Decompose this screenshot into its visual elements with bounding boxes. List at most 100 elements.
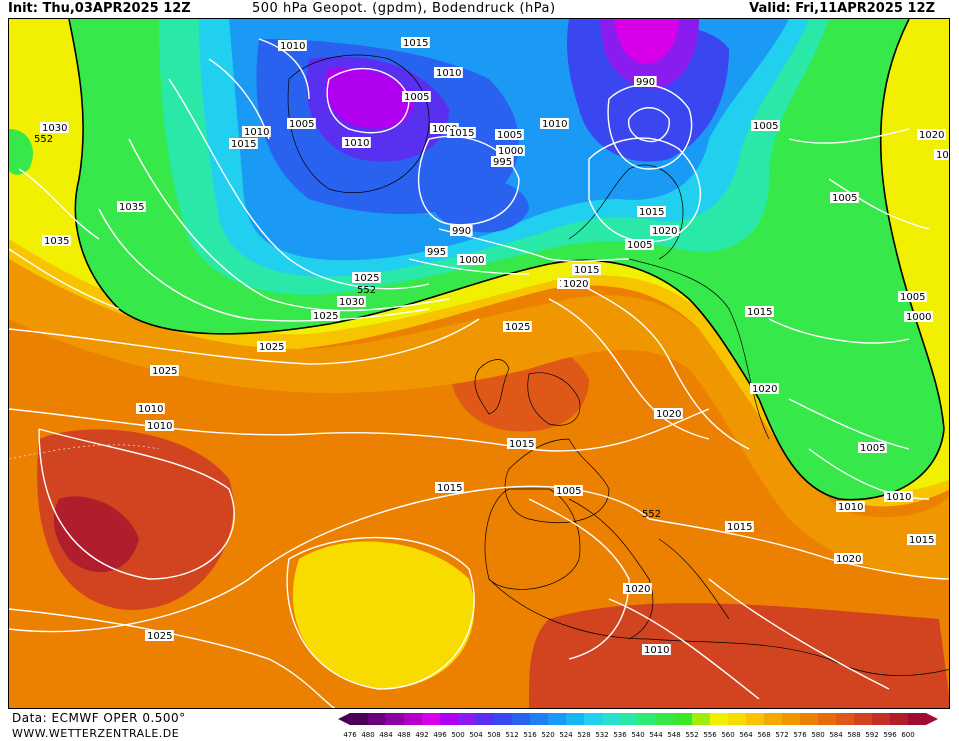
contour-552-east: [879, 19, 945, 430]
isobar-label-box: [634, 76, 657, 87]
legend-swatch: [476, 713, 494, 725]
isobar-label-box: [337, 296, 366, 307]
coastlines: [287, 54, 949, 676]
legend-tick-label: 576: [793, 731, 807, 739]
isobar-label: 1010: [436, 68, 461, 79]
map-title: 500 hPa Geopot. (gpdm), Bodendruck (hPa): [252, 1, 556, 16]
legend-tick-label: 476: [343, 731, 357, 739]
isobar-label-box: [136, 403, 165, 414]
isobar-label: 1015: [574, 265, 599, 276]
isobar-label-box: [507, 438, 536, 449]
isobar-label-box: [725, 521, 754, 532]
legend-tick-label: 560: [721, 731, 734, 739]
legend-swatch: [638, 713, 656, 725]
weather-map[interactable]: 1010 1015 1010 1005 1005 1010 1000 1015 1005 1000…: [8, 18, 950, 709]
isobar-label-box: [540, 118, 569, 129]
legend-swatch: [566, 713, 584, 725]
isobar-label: 1015: [639, 207, 664, 218]
isobar-label: 995: [427, 247, 446, 258]
legend-swatch: [458, 713, 476, 725]
isobar-label-box: [637, 206, 666, 217]
legend-swatch: [350, 713, 368, 725]
legend-tick-label: 500: [451, 731, 464, 739]
isobar-label: 1005: [404, 92, 429, 103]
isobar-label: 1010: [838, 502, 863, 513]
legend-swatch: [692, 713, 710, 725]
isobar-label: 1015: [747, 307, 772, 318]
isobar-label-box: [287, 118, 316, 129]
isobar-label-box: [457, 254, 486, 265]
legend-swatch: [800, 713, 818, 725]
isobar-label: 1010: [280, 41, 305, 52]
isobar-label-box: [654, 408, 683, 419]
isobar-label-box: [450, 225, 473, 236]
legend-tick-label: 508: [487, 731, 500, 739]
geopotential-min-scandinavia: [614, 19, 679, 64]
isobar-label-box: [40, 122, 69, 133]
legend-swatch: [656, 713, 674, 725]
legend-swatch: [386, 713, 404, 725]
legend-swatch: [728, 713, 746, 725]
isobar-label: 1025: [313, 311, 338, 322]
isobar-label-box: [917, 129, 946, 140]
isobar-label-box: [495, 129, 524, 140]
isobar-label: 1010: [886, 492, 911, 503]
legend-swatch: [710, 713, 728, 725]
isobar-label: 1005: [497, 130, 522, 141]
isobar-label-box: [401, 37, 430, 48]
isobar-label: 1010: [244, 127, 269, 138]
legend-swatch: [584, 713, 602, 725]
isobar-label: 1005: [289, 119, 314, 130]
legend-arrow-left: [338, 713, 350, 725]
isobar-label: 1010: [344, 138, 369, 149]
legend-swatch: [890, 713, 908, 725]
contour-grid-lat: [9, 444, 160, 460]
legend-tick-label: 492: [415, 731, 428, 739]
isobar-label-box: [572, 264, 601, 275]
isobar-label: 1015: [909, 535, 934, 546]
isobar-label: 1020: [563, 279, 588, 290]
isobar-label-box: [650, 225, 679, 236]
contour-552-label: 552: [34, 134, 53, 145]
isobar-label-box: [278, 40, 307, 51]
isobar-label: 1005: [860, 443, 885, 454]
legend-swatch: [440, 713, 458, 725]
site-url[interactable]: WWW.WETTERZENTRALE.DE: [12, 727, 180, 740]
isobar-label-box: [884, 491, 913, 502]
isobar-label-box: [402, 91, 431, 102]
isobar-label: 1010: [147, 421, 172, 432]
isobar-label-box: [145, 420, 174, 431]
isobar-label: 1020: [625, 584, 650, 595]
geopotential-patch-west: [9, 129, 33, 175]
color-legend: 476 480 484 488 492 496 500 504 508 512 516 520 524 5…: [338, 713, 938, 739]
isobar-label-box: [750, 383, 779, 394]
isobar-label: 1030: [42, 123, 67, 134]
legend-tick-label: 512: [505, 731, 518, 739]
isobar-label-box: [898, 291, 927, 302]
legend-swatch: [908, 713, 926, 725]
isobar-label-box: [430, 123, 459, 134]
isobar-label: 1015: [403, 38, 428, 49]
isobar-label-box: [554, 485, 583, 496]
isobar-label: 1035: [119, 202, 144, 213]
legend-tick-label: 536: [613, 731, 627, 739]
isobar-label: 1010: [936, 150, 950, 161]
isobar-label-box: [150, 365, 179, 376]
isobar-label-box: [229, 138, 258, 149]
isobar-label: 1030: [339, 297, 364, 308]
isobar-label: 1025: [505, 322, 530, 333]
isobar-label: 1015: [509, 439, 534, 450]
map-header: Init: Thu,03APR2025 12Z 500 hPa Geopot. …: [0, 0, 959, 18]
isobar-label-box: [751, 120, 780, 131]
legend-tick-label: 596: [883, 731, 897, 739]
isobar-label-box: [642, 644, 671, 655]
isobar-label: 1010: [138, 404, 163, 415]
legend-tick-label: 572: [775, 731, 788, 739]
legend-tick-label: 592: [865, 731, 878, 739]
isobar-label: 1010: [542, 119, 567, 130]
isobar-label-box: [242, 126, 271, 137]
isobar-label-box: [503, 321, 532, 332]
valid-time: Valid: Fri,11APR2025 12Z: [749, 1, 935, 16]
